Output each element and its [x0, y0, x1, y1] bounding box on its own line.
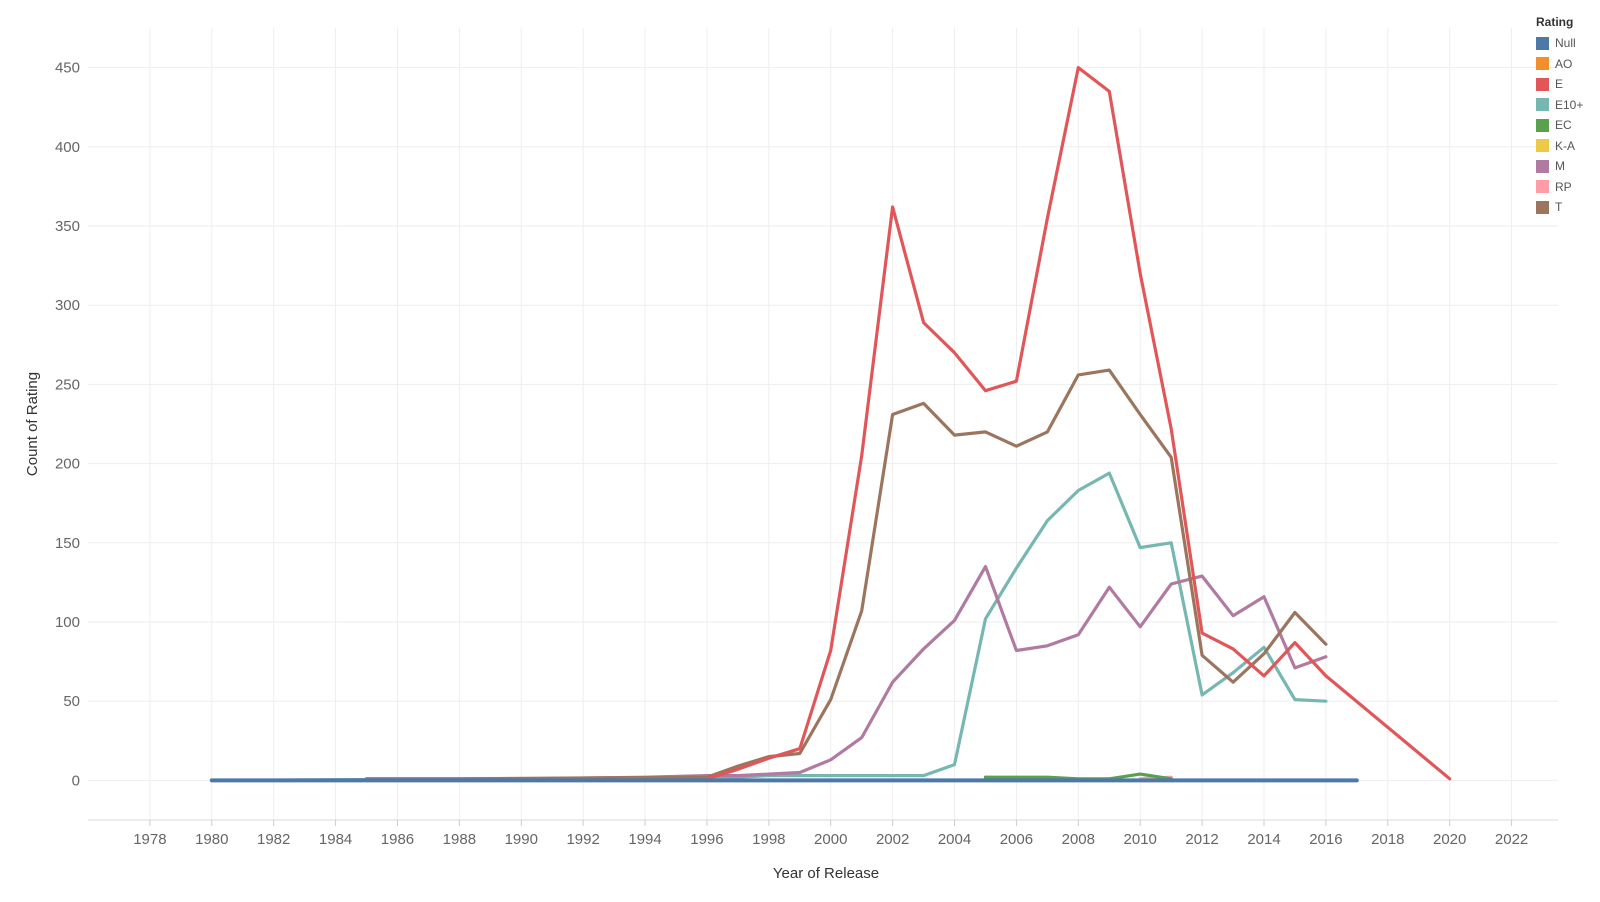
legend-swatch	[1536, 57, 1549, 71]
legend-item[interactable]: E	[1536, 74, 1583, 95]
legend-swatch	[1536, 159, 1549, 173]
x-tick-label: 1992	[566, 831, 599, 848]
x-tick-label: 1986	[381, 831, 414, 848]
x-tick-label: 1996	[690, 831, 723, 848]
legend-swatch	[1536, 180, 1549, 194]
x-tick-label: 2022	[1495, 831, 1528, 848]
x-tick-label: 2002	[876, 831, 909, 848]
x-tick-label: 2000	[814, 831, 847, 848]
x-tick-label: 1994	[628, 831, 661, 848]
legend-item[interactable]: EC	[1536, 115, 1583, 136]
x-tick-label: 2004	[938, 831, 971, 848]
legend-item[interactable]: M	[1536, 156, 1583, 177]
legend-swatch	[1536, 200, 1549, 214]
legend-label: E	[1555, 77, 1564, 92]
x-tick-label: 1998	[752, 831, 785, 848]
series-line-m	[364, 564, 1328, 781]
series-line-e10-	[210, 471, 1328, 783]
x-tick-label: 1988	[443, 831, 476, 848]
legend-items: Null AO E E10+ EC K-A M RP T	[1536, 33, 1583, 218]
x-tick-label: 2016	[1309, 831, 1342, 848]
x-tick-label: 1990	[505, 831, 538, 848]
x-tick-label: 1984	[319, 831, 352, 848]
legend-swatch	[1536, 118, 1549, 132]
legend-item[interactable]: T	[1536, 197, 1583, 218]
y-axis-title: Count of Rating	[24, 372, 41, 476]
x-tick-label: 2012	[1185, 831, 1218, 848]
legend-label: T	[1555, 200, 1563, 215]
x-tick-label: 2018	[1371, 831, 1404, 848]
x-axis-title: Year of Release	[773, 865, 879, 882]
legend-label: EC	[1555, 118, 1572, 133]
series-line-t	[364, 368, 1328, 781]
legend-swatch	[1536, 98, 1549, 112]
y-tick-label: 150	[55, 535, 80, 552]
x-tick-label: 2014	[1247, 831, 1280, 848]
legend-item[interactable]: K-A	[1536, 136, 1583, 157]
y-tick-label: 0	[72, 772, 80, 789]
legend-swatch	[1536, 36, 1549, 50]
legend-label: AO	[1555, 56, 1573, 71]
x-tick-label: 1982	[257, 831, 290, 848]
x-tick-label: 1978	[133, 831, 166, 848]
series-line-e	[705, 65, 1452, 781]
y-tick-label: 200	[55, 456, 80, 473]
y-tick-label: 400	[55, 139, 80, 156]
x-tick-label: 2010	[1124, 831, 1157, 848]
x-tick-label: 2006	[1000, 831, 1033, 848]
legend-title: Rating	[1536, 15, 1574, 29]
y-tick-label: 50	[63, 693, 80, 710]
y-tick-label: 250	[55, 376, 80, 393]
legend-label: K-A	[1555, 138, 1576, 153]
legend-label: Null	[1555, 36, 1576, 51]
x-tick-label: 1980	[195, 831, 228, 848]
legend-label: E10+	[1555, 97, 1584, 112]
legend-item[interactable]: RP	[1536, 177, 1583, 198]
legend-swatch	[1536, 139, 1549, 153]
y-axis-ticks: 0 50 100 150 200 250 300 350 400 450	[55, 60, 80, 790]
legend-swatch	[1536, 77, 1549, 91]
legend-item[interactable]: Null	[1536, 33, 1583, 54]
x-tick-label: 2020	[1433, 831, 1466, 848]
x-tick-label: 2008	[1062, 831, 1095, 848]
series-lines	[209, 65, 1452, 783]
y-tick-label: 450	[55, 60, 80, 77]
y-tick-label: 100	[55, 614, 80, 631]
legend-item[interactable]: AO	[1536, 54, 1583, 75]
gridlines	[88, 28, 1558, 821]
legend-label: M	[1555, 159, 1565, 174]
legend-label: RP	[1555, 179, 1572, 194]
y-tick-label: 350	[55, 218, 80, 235]
y-tick-label: 300	[55, 297, 80, 314]
x-axis-ticks: 1978 1980 1982 1984 1986 1988 1990 1992 1994 1996…	[133, 820, 1528, 848]
legend-item[interactable]: E10+	[1536, 95, 1583, 116]
legend: Rating Null AO E E10+ EC K-A M RP T	[1536, 15, 1583, 218]
